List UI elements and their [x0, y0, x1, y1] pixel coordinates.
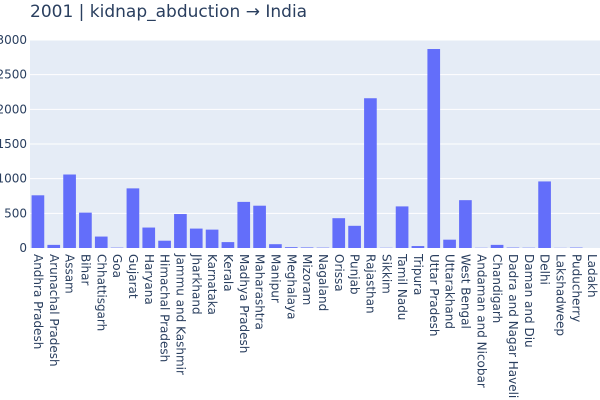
x-tick-label: Uttarakhand: [443, 254, 457, 329]
bar[interactable]: [269, 244, 282, 248]
x-tick-label: Goa: [110, 254, 124, 278]
x-tick-label: Haryana: [142, 254, 156, 305]
x-tick-label: Nagaland: [316, 254, 330, 311]
x-tick-label: Kerala: [221, 254, 235, 292]
bar[interactable]: [348, 225, 361, 248]
x-tick-label: Ladakh: [585, 254, 599, 298]
y-tick-label: 3000: [0, 33, 27, 47]
x-tick-label: Jammu and Kashmir: [173, 253, 187, 375]
x-tick-label: Sikkim: [379, 254, 393, 294]
bar[interactable]: [459, 200, 472, 248]
x-tick-label: Chandigarh: [490, 254, 504, 323]
x-tick-label: Orissa: [332, 254, 346, 292]
x-tick-label: Assam: [63, 254, 77, 294]
bar[interactable]: [63, 174, 76, 248]
y-axis-ticks: 0 500 1000 1500 2000 2500 3000: [0, 33, 27, 255]
x-tick-label: Uttar Pradesh: [427, 254, 441, 336]
bar[interactable]: [221, 242, 235, 248]
x-tick-label: Dadra and Nagar Haveli: [506, 254, 520, 398]
x-tick-label: West Bengal: [458, 254, 472, 329]
chart-title: 2001 | kidnap_abduction → India: [30, 2, 308, 22]
x-tick-label: Maharashtra: [253, 254, 267, 330]
bars: [31, 49, 583, 249]
x-axis-ticks: Andhra Pradesh Arunachal Pradesh Assam Biha…: [31, 253, 599, 398]
bar[interactable]: [189, 228, 203, 248]
x-tick-label: Puducherry: [569, 254, 583, 322]
bar[interactable]: [284, 247, 298, 248]
gridlines: [30, 39, 600, 214]
x-tick-label: Mizoram: [300, 254, 314, 305]
bar[interactable]: [142, 227, 156, 248]
x-tick-label: Daman and Diu: [522, 254, 536, 348]
x-tick-label: Tripura: [411, 253, 425, 295]
x-tick-label: Andaman and Nicobar: [474, 254, 488, 388]
y-tick-label: 2000: [0, 102, 27, 116]
bar[interactable]: [253, 205, 266, 248]
bar[interactable]: [174, 214, 187, 248]
bar[interactable]: [538, 181, 551, 248]
bar[interactable]: [47, 244, 61, 248]
y-tick-label: 1000: [0, 172, 27, 186]
bar[interactable]: [237, 201, 251, 248]
x-tick-label: Rajasthan: [363, 254, 377, 314]
x-tick-label: Lakshadweep: [553, 254, 567, 336]
bar[interactable]: [205, 229, 219, 248]
bar[interactable]: [94, 236, 108, 248]
x-tick-label: Punjab: [348, 254, 362, 295]
y-tick-label: 500: [4, 206, 27, 220]
bar[interactable]: [395, 206, 409, 248]
bar[interactable]: [411, 246, 425, 248]
x-tick-label: Manipur: [268, 254, 282, 303]
x-tick-label: Meghalaya: [284, 254, 298, 319]
x-tick-label: Arunachal Pradesh: [47, 254, 61, 367]
x-tick-label: Jharkhand: [189, 253, 203, 315]
bar[interactable]: [31, 195, 45, 248]
bar[interactable]: [427, 49, 441, 248]
bar[interactable]: [364, 98, 377, 249]
bar[interactable]: [332, 218, 346, 248]
y-tick-label: 0: [19, 241, 27, 255]
x-tick-label: Andhra Pradesh: [31, 254, 45, 349]
y-tick-label: 2500: [0, 68, 27, 82]
x-tick-label: Delhi: [538, 254, 552, 285]
bar[interactable]: [126, 188, 140, 248]
bar[interactable]: [300, 247, 314, 248]
x-tick-label: Bihar: [78, 254, 92, 286]
x-tick-label: Gujarat: [126, 254, 140, 299]
x-tick-label: Madhya Pradesh: [237, 254, 251, 353]
x-tick-label: Karnataka: [205, 254, 219, 315]
bar[interactable]: [490, 244, 504, 248]
x-tick-label: Himachal Pradesh: [158, 254, 172, 362]
bar[interactable]: [158, 240, 171, 248]
bar[interactable]: [79, 212, 92, 248]
x-tick-label: Chhattisgarh: [94, 254, 108, 331]
x-tick-label: Tamil Nadu: [395, 253, 409, 320]
y-tick-label: 1500: [0, 137, 27, 151]
bar[interactable]: [443, 239, 456, 248]
